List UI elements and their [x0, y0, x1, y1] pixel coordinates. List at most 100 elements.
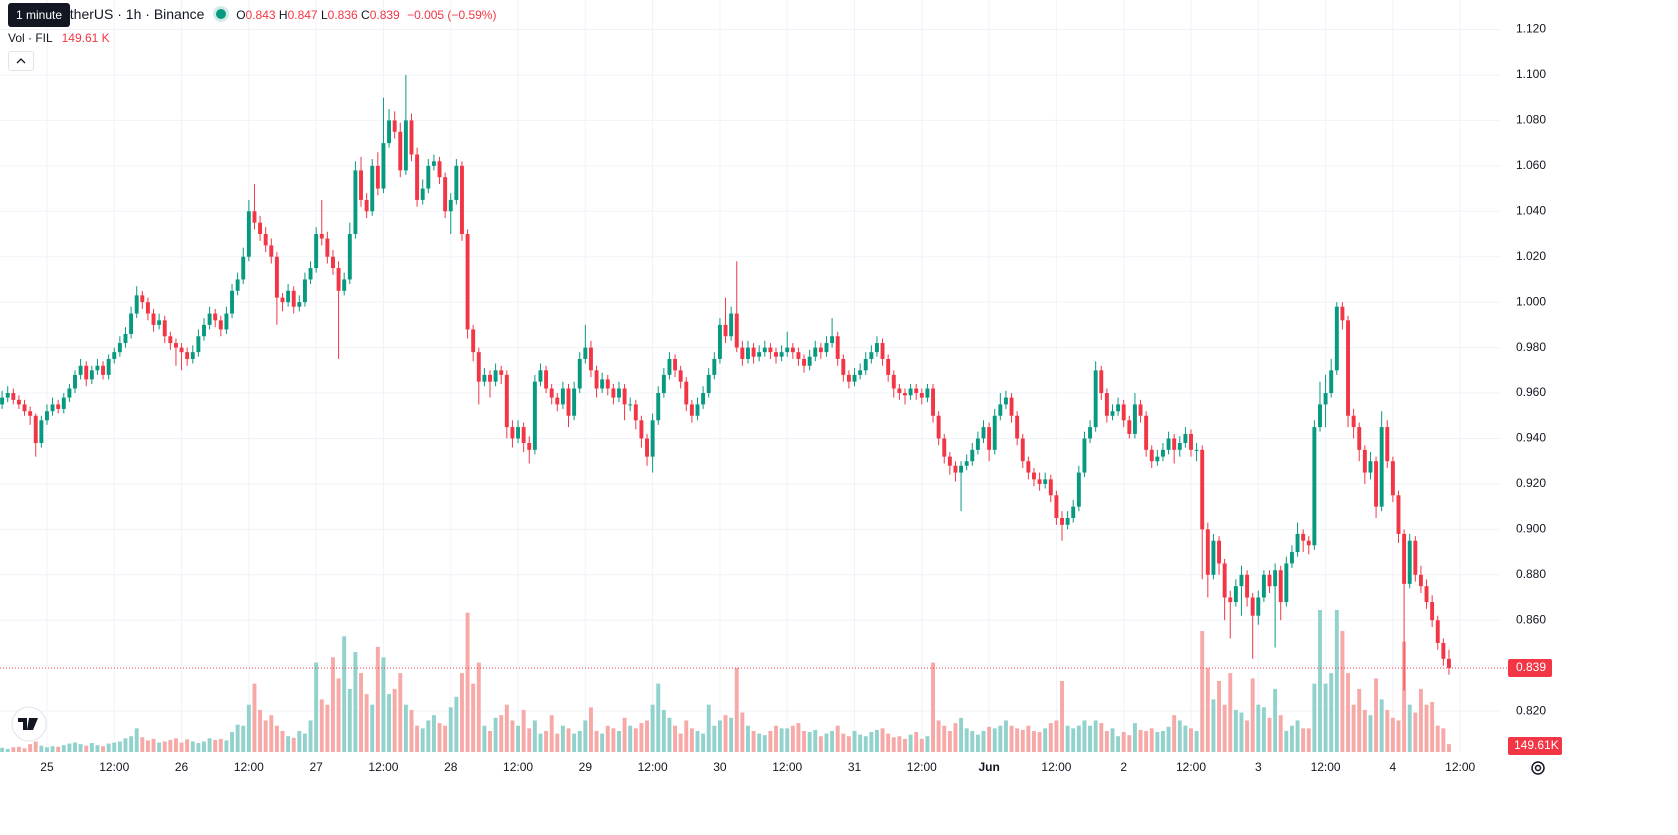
candle-body [762, 347, 767, 353]
x-tick-label: 4 [1390, 760, 1397, 774]
x-tick-label: 12:00 [1176, 760, 1206, 774]
candle-body [774, 352, 778, 357]
candle-body [409, 120, 414, 155]
volume-bar [1390, 717, 1395, 752]
o-key: O [236, 8, 246, 22]
y-tick-label: 0.900 [1516, 522, 1546, 536]
volume-bar [431, 715, 436, 752]
volume-bar [846, 736, 851, 752]
candle-body [1110, 411, 1115, 416]
candle-body [1351, 415, 1356, 428]
volume-bar [746, 725, 750, 752]
volume-bar [499, 715, 504, 752]
volume-bar [325, 704, 330, 752]
volume-bar [897, 736, 902, 752]
volume-bar [947, 730, 952, 752]
candle-body [364, 199, 369, 212]
candle-body [1189, 433, 1193, 450]
candle-body [936, 415, 941, 439]
candle-body [1127, 420, 1132, 434]
x-tick-label: 26 [175, 760, 189, 774]
volume-bar [981, 730, 986, 752]
candle-body [1284, 563, 1289, 603]
volume-bar [510, 720, 515, 752]
candle-body [746, 347, 750, 359]
candle-body [493, 370, 498, 382]
candle-body [1177, 443, 1182, 450]
volume-bar [863, 736, 868, 752]
volume-bar [566, 728, 571, 752]
volume-bar [1368, 715, 1373, 752]
volume-bar [628, 725, 633, 752]
volume-bar [1273, 688, 1278, 752]
volume-bar [218, 738, 223, 752]
candle-body [1245, 574, 1250, 598]
candle-body [302, 279, 307, 303]
y-tick-label: 1.020 [1516, 249, 1546, 263]
x-tick-label: 12:00 [1041, 760, 1071, 774]
volume-bar [207, 738, 212, 752]
candle-body [437, 161, 442, 178]
volume-bar [852, 730, 857, 752]
candle-body [1374, 461, 1379, 507]
volume-bar [145, 740, 150, 752]
volume-tag-label: 149.61K [1514, 738, 1559, 752]
x-tick-label: 2 [1120, 760, 1127, 774]
volume-bar [1323, 683, 1328, 752]
volume-bar [465, 612, 470, 752]
candle-body [908, 388, 913, 396]
volume-bar [1043, 728, 1048, 752]
volume-bar [398, 673, 403, 752]
volume-bar [975, 734, 980, 752]
volume-bar [1340, 631, 1345, 752]
candle-body [381, 143, 386, 189]
volume-bar [768, 730, 773, 752]
volume-bar [1149, 728, 1154, 752]
volume-bar [1099, 723, 1104, 752]
y-tick-label: 0.860 [1516, 612, 1546, 626]
volume-bar [314, 662, 319, 752]
candle-body [953, 465, 958, 473]
candle-body [779, 352, 784, 357]
settings-icon[interactable] [1531, 761, 1545, 775]
volume-bar [286, 736, 291, 752]
candle-body [790, 347, 795, 353]
volume-bar [381, 657, 386, 752]
volume-bar [16, 746, 21, 752]
volume-bar [858, 734, 863, 752]
symbol[interactable]: etherUS · 1h · Binance [62, 6, 205, 22]
h-value: 0.847 [287, 8, 318, 22]
volume-bar [903, 738, 907, 752]
status-dot [216, 9, 227, 19]
volume-bar [1032, 730, 1036, 752]
x-tick-label: 29 [579, 760, 593, 774]
volume-bar [1200, 631, 1205, 752]
candle-body [1239, 574, 1244, 587]
candle-body [297, 302, 302, 307]
candle-body [583, 347, 588, 359]
volume-bar [1329, 673, 1334, 752]
collapse-button[interactable] [8, 51, 34, 71]
volume-bar [594, 730, 599, 752]
candle-body [510, 427, 515, 439]
candle-body [50, 404, 55, 412]
tv-logo[interactable] [11, 706, 47, 742]
candle-body [16, 399, 21, 405]
candle-body [112, 352, 117, 359]
volume-bar [1402, 641, 1407, 752]
volume-bar [1424, 704, 1429, 752]
volume-bar [1233, 709, 1238, 752]
candle-body [824, 343, 829, 353]
candle-body [1306, 540, 1311, 546]
candle-body [1099, 370, 1104, 394]
c-value: 0.839 [369, 8, 400, 22]
candle-body [1250, 597, 1255, 616]
candle-body [443, 177, 448, 212]
volume-bar [1116, 736, 1121, 752]
candle-body [1447, 658, 1451, 668]
candle-body [1222, 563, 1227, 598]
candle-body [981, 427, 986, 439]
volume-bar [263, 720, 268, 752]
candle-body [241, 256, 246, 280]
x-tick-label: 30 [713, 760, 727, 774]
